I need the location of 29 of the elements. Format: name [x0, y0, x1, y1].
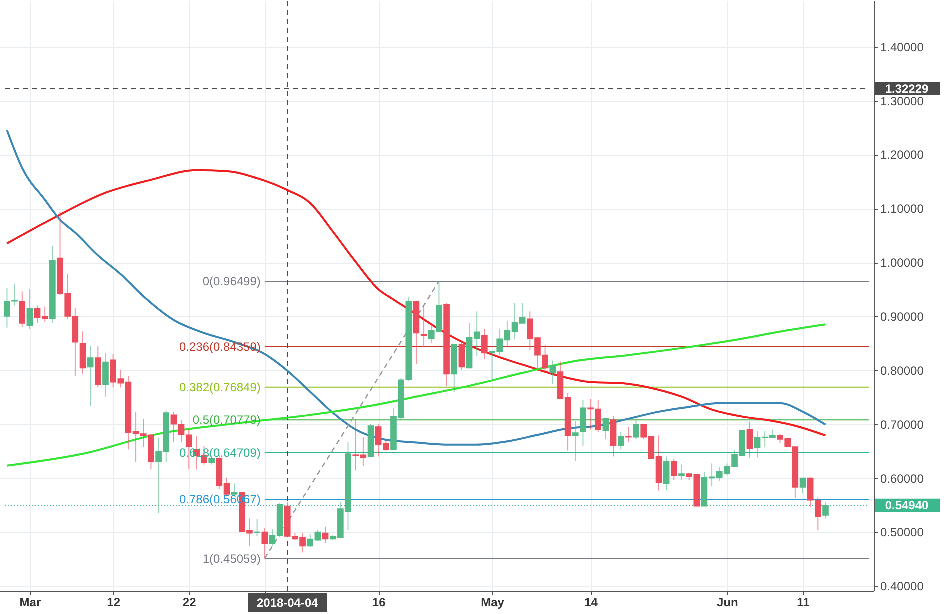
- y-tick-label: 0.40000: [880, 580, 924, 594]
- y-tick-label: 0.50000: [880, 526, 924, 540]
- line-series: [6, 324, 827, 467]
- y-tick-label: 1.20000: [880, 148, 924, 162]
- y-tick-label: 1.00000: [880, 256, 924, 270]
- x-tick-label: 12: [107, 596, 121, 610]
- ref-line-label: 1.32229: [885, 82, 930, 96]
- x-tick-label: May: [481, 596, 505, 610]
- y-tick-label: 1.10000: [880, 202, 924, 216]
- ref-line-label: 0.54940: [885, 498, 930, 513]
- ref-line-label: 1(0.45059): [202, 552, 261, 566]
- x-tick-label: 22: [182, 596, 197, 610]
- x-tick-label: 14: [584, 596, 598, 610]
- y-tick-label: 0.90000: [880, 310, 924, 324]
- line-series: [6, 169, 827, 437]
- x-tick-label: Jun: [717, 596, 738, 610]
- y-tick-label: 0.80000: [880, 364, 924, 378]
- y-tick-label: 1.40000: [880, 40, 924, 54]
- y-tick-label: 0.70000: [880, 418, 924, 432]
- ref-line-label: 2018-04-04: [256, 596, 319, 610]
- ref-line-label: 0.5(0.70779): [192, 413, 261, 428]
- x-tick-label: Mar: [20, 596, 42, 610]
- y-tick-label: 1.30000: [880, 94, 924, 108]
- ref-line-label: 0(0.96499): [202, 274, 261, 288]
- line-series: [6, 129, 827, 446]
- x-tick-label: 16: [372, 596, 386, 610]
- ref-line-label: 0.382(0.76849): [179, 380, 261, 394]
- y-tick-label: 0.60000: [880, 472, 924, 486]
- x-tick-label: 11: [797, 596, 810, 610]
